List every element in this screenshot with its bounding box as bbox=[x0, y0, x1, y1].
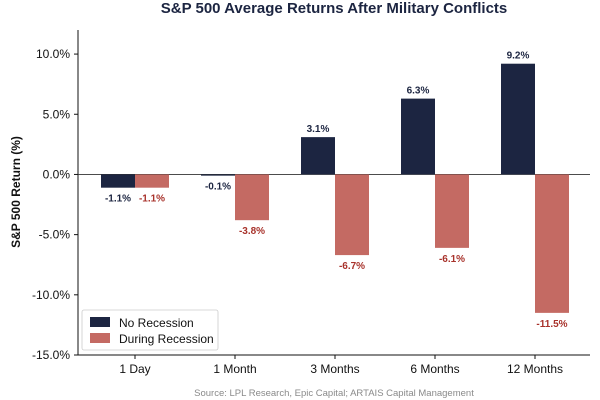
y-axis-label: S&P 500 Return (%) bbox=[9, 136, 23, 248]
bars-group bbox=[101, 63, 569, 313]
bar-during-recession-1-day bbox=[135, 174, 169, 188]
data-label: -6.1% bbox=[439, 254, 465, 265]
bar-no-recession-3-months bbox=[301, 137, 335, 175]
data-label: 3.1% bbox=[307, 124, 330, 135]
legend-label-no-recession: No Recession bbox=[119, 316, 194, 330]
data-label: -11.5% bbox=[536, 319, 567, 330]
data-label: -1.1% bbox=[139, 194, 165, 205]
x-axis-ticks: 1 Day 1 Month 3 Months 6 Months 12 Months bbox=[119, 355, 563, 376]
y-tick-label: 5.0% bbox=[43, 107, 71, 121]
chart-title: S&P 500 Average Returns After Military C… bbox=[161, 0, 508, 17]
data-labels-group: -1.1% -1.1% -0.1% -3.8% 3.1% -6.7% 6.3% -6.1% 9.… bbox=[105, 51, 568, 330]
data-label: -0.1% bbox=[205, 182, 231, 193]
y-tick-label: -10.0% bbox=[32, 288, 70, 302]
data-label: 9.2% bbox=[507, 51, 530, 62]
x-tick-label: 3 Months bbox=[310, 362, 359, 376]
bar-no-recession-1-day bbox=[101, 174, 135, 188]
x-tick-label: 1 Month bbox=[213, 362, 256, 376]
legend: No Recession During Recession bbox=[81, 309, 219, 351]
bar-no-recession-1-month bbox=[201, 174, 235, 176]
legend-swatch-during-recession bbox=[90, 333, 110, 343]
bar-no-recession-6-months bbox=[401, 98, 435, 175]
y-tick-label: -15.0% bbox=[32, 348, 70, 362]
x-tick-label: 1 Day bbox=[119, 362, 150, 376]
bar-during-recession-6-months bbox=[435, 174, 469, 248]
data-label: 6.3% bbox=[407, 86, 430, 97]
y-axis-ticks: 10.0% 5.0% 0.0% -5.0% -10.0% -15.0% bbox=[32, 47, 78, 362]
bar-during-recession-1-month bbox=[235, 174, 269, 221]
y-tick-label: 10.0% bbox=[36, 47, 70, 61]
y-tick-label: 0.0% bbox=[43, 167, 71, 181]
legend-label-during-recession: During Recession bbox=[119, 332, 214, 346]
x-tick-label: 12 Months bbox=[507, 362, 563, 376]
bar-during-recession-3-months bbox=[335, 174, 369, 256]
source-note: Source: LPL Research, Epic Capital; ARTA… bbox=[194, 388, 474, 399]
x-tick-label: 6 Months bbox=[410, 362, 459, 376]
y-tick-label: -5.0% bbox=[39, 228, 71, 242]
data-label: -1.1% bbox=[105, 194, 131, 205]
data-label: -6.7% bbox=[339, 261, 365, 272]
bar-no-recession-12-months bbox=[501, 63, 535, 175]
data-label: -3.8% bbox=[239, 226, 265, 237]
bar-during-recession-12-months bbox=[535, 174, 569, 313]
legend-box bbox=[81, 309, 219, 351]
legend-swatch-no-recession bbox=[90, 317, 110, 327]
